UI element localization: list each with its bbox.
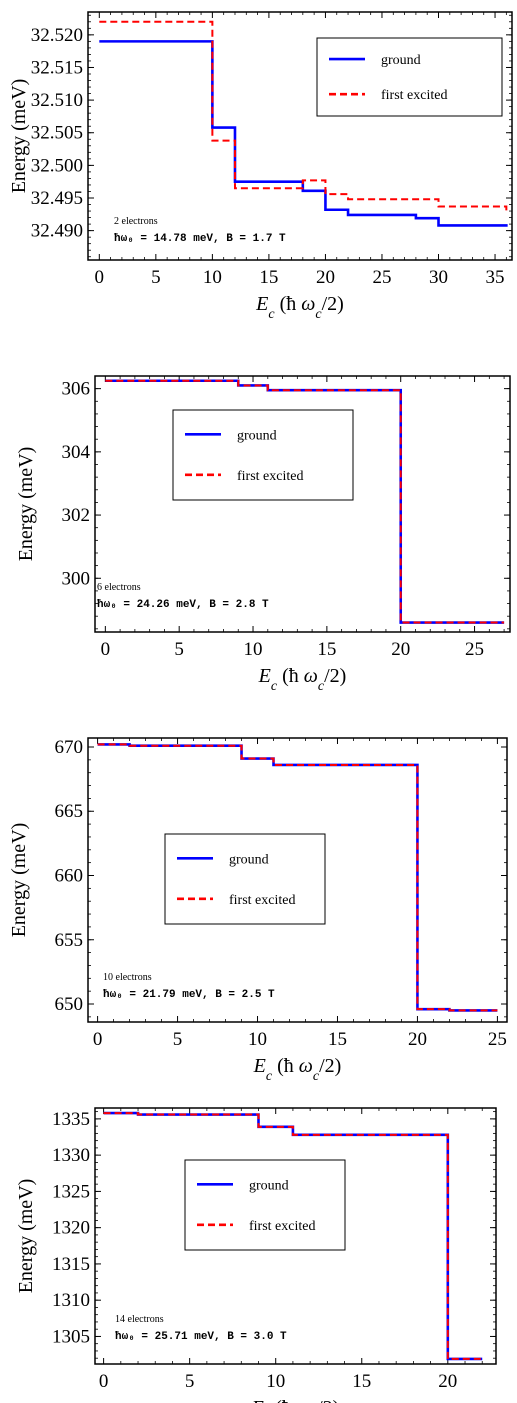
y-tick-label: 302 (62, 505, 91, 526)
x-tick-label: 0 (101, 639, 111, 660)
y-tick-label: 32.500 (31, 155, 83, 176)
y-tick-label: 304 (62, 442, 91, 463)
y-tick-label: 32.520 (31, 25, 83, 46)
series-line-ground (99, 40, 508, 227)
x-axis-title: Ec (ħ ωc/2) (251, 1397, 340, 1403)
chart-panel-4: 0 5 10 15 20 1305 1310 1315 1320 1325 1330 1335 grou… (15, 1107, 497, 1403)
x-tick-label: 20 (438, 1371, 457, 1392)
y-axis-title: Energy (meV) (15, 447, 37, 562)
legend: ground first excited (164, 833, 326, 925)
legend-label-ground: ground (249, 1178, 289, 1193)
x-tick-label: 10 (244, 639, 263, 660)
x-axis-title: Ec (ħ ωc/2) (255, 293, 344, 322)
legend-label-first-excited: first excited (237, 469, 303, 484)
x-tick-label: 35 (486, 267, 505, 288)
plot-frame (94, 375, 511, 633)
y-tick-label: 306 (62, 379, 91, 400)
annotation-parameters: ħω₀ = 21.79 meV, B = 2.5 T (103, 989, 275, 1001)
x-tick-label: 5 (185, 1371, 195, 1392)
legend: ground first excited (172, 409, 354, 501)
annotation-electrons: 2 electrons (114, 216, 158, 227)
annotation-parameters: ħω₀ = 25.71 meV, B = 3.0 T (115, 1331, 287, 1343)
legend-label-first-excited: first excited (249, 1219, 315, 1234)
annotation-electrons: 14 electrons (115, 1314, 164, 1325)
x-tick-label: 15 (259, 267, 278, 288)
y-tick-label: 1315 (52, 1254, 90, 1275)
x-tick-label: 0 (99, 1371, 109, 1392)
x-tick-label: 5 (173, 1029, 183, 1050)
legend: ground first excited (184, 1159, 346, 1251)
legend-label-first-excited: first excited (381, 88, 447, 103)
x-tick-label: 25 (488, 1029, 507, 1050)
y-axis-title: Energy (meV) (8, 79, 30, 194)
y-tick-label: 32.515 (31, 57, 83, 78)
y-tick-label: 665 (55, 801, 84, 822)
series-line-first-excited (97, 743, 498, 1012)
y-tick-label: 1320 (52, 1218, 90, 1239)
annotation-parameters: ħω₀ = 14.78 meV, B = 1.7 T (114, 233, 286, 245)
x-tick-label: 20 (316, 267, 335, 288)
legend-box (172, 409, 354, 501)
legend-label-ground: ground (381, 53, 421, 68)
y-tick-label: 32.495 (31, 188, 83, 209)
x-tick-label: 15 (328, 1029, 347, 1050)
y-tick-label: 1335 (52, 1109, 90, 1130)
y-tick-label: 1305 (52, 1326, 90, 1347)
y-tick-label: 32.505 (31, 123, 83, 144)
x-tick-label: 25 (372, 267, 391, 288)
legend: ground first excited (316, 37, 503, 117)
legend-box (184, 1159, 346, 1251)
y-axis-title: Energy (meV) (15, 1179, 37, 1294)
series-line-first-excited (99, 20, 508, 211)
series-line-first-excited (105, 379, 505, 624)
x-tick-label: 0 (95, 267, 105, 288)
y-axis-title: Energy (meV) (8, 823, 30, 938)
plot-frame (94, 1107, 497, 1365)
y-tick-label: 650 (55, 994, 84, 1015)
x-tick-label: 10 (248, 1029, 267, 1050)
chart-panel-2: 0 5 10 15 20 25 300 302 304 306 ground first excite… (15, 375, 511, 694)
legend-label-ground: ground (237, 428, 277, 443)
annotation-parameters: ħω₀ = 24.26 meV, B = 2.8 T (97, 599, 269, 611)
x-tick-label: 20 (408, 1029, 427, 1050)
plot-frame (87, 11, 513, 261)
y-tick-label: 1330 (52, 1145, 90, 1166)
plot-frame (87, 737, 508, 1023)
x-tick-label: 5 (174, 639, 184, 660)
x-tick-label: 5 (151, 267, 161, 288)
legend-label-first-excited: first excited (229, 893, 295, 908)
y-tick-label: 1310 (52, 1290, 90, 1311)
chart-panel-1: 0 5 10 15 20 25 30 35 32.490 32.495 32.500 32.505 32… (8, 11, 513, 322)
y-tick-label: 660 (55, 866, 84, 887)
series-line-first-excited (103, 1112, 483, 1360)
x-axis-title: Ec (ħ ωc/2) (258, 665, 347, 694)
x-tick-label: 15 (352, 1371, 371, 1392)
x-tick-label: 10 (203, 267, 222, 288)
x-tick-label: 20 (391, 639, 410, 660)
legend-label-ground: ground (229, 852, 269, 867)
y-tick-label: 1325 (52, 1181, 90, 1202)
chart-panel-3: 0 5 10 15 20 25 650 655 660 665 670 ground first exc… (8, 737, 508, 1084)
y-tick-label: 32.490 (31, 221, 83, 242)
legend-box (316, 37, 503, 117)
annotation-electrons: 10 electrons (103, 972, 152, 983)
x-axis-title: Ec (ħ ωc/2) (253, 1055, 342, 1084)
x-tick-label: 25 (465, 639, 484, 660)
y-tick-label: 670 (55, 737, 84, 758)
legend-box (164, 833, 326, 925)
x-tick-label: 15 (317, 639, 336, 660)
annotation-electrons: 6 electrons (97, 582, 141, 593)
x-tick-label: 10 (266, 1371, 285, 1392)
x-tick-label: 30 (429, 267, 448, 288)
y-tick-label: 655 (55, 930, 84, 951)
x-tick-label: 0 (93, 1029, 103, 1050)
y-tick-label: 32.510 (31, 90, 83, 111)
y-tick-label: 300 (62, 568, 91, 589)
